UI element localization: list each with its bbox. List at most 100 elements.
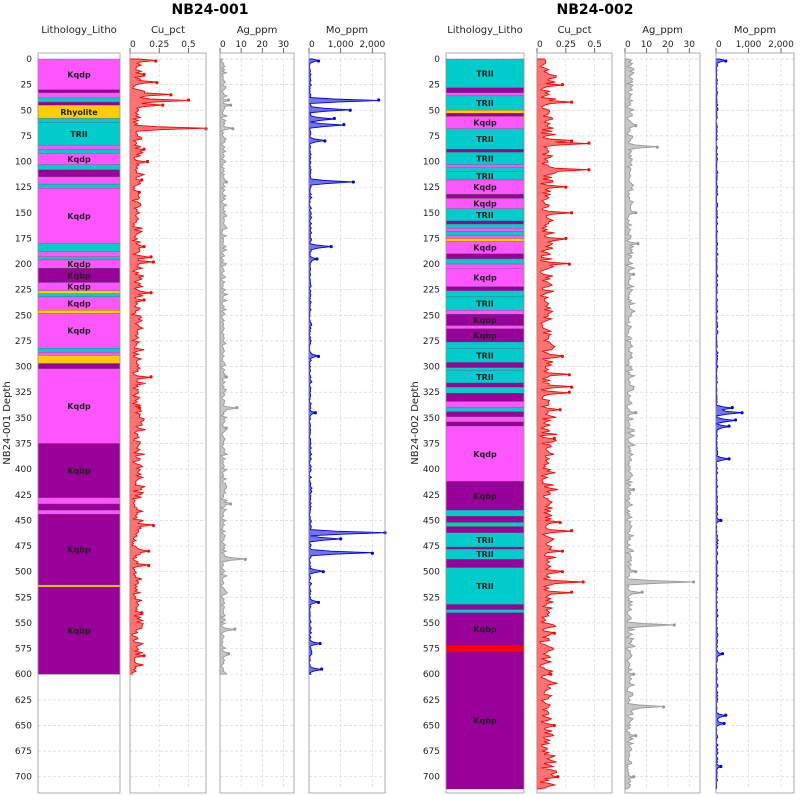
- lithology-band: [445, 609, 525, 613]
- y-tick-label: 275: [15, 337, 32, 347]
- x-tick-label: 0: [130, 40, 136, 50]
- lithology-band: [445, 604, 525, 610]
- lithology-label: Kqdp: [67, 402, 91, 411]
- data-point: [631, 672, 636, 676]
- data-point: [634, 211, 638, 215]
- y-tick-label: 150: [423, 209, 440, 219]
- lithology-label: Kqbp: [67, 467, 91, 476]
- lithology-label: Kqbp: [473, 625, 497, 634]
- y-tick-label: 375: [15, 440, 32, 450]
- data-point: [631, 272, 636, 276]
- y-tick-label: 400: [15, 465, 32, 475]
- data-point: [224, 426, 228, 430]
- x-tick-label: 0: [716, 40, 722, 50]
- y-tick-label: 150: [15, 209, 32, 219]
- y-tick-label: 575: [15, 645, 32, 655]
- lithology-band: [445, 481, 525, 511]
- lithology-band: [445, 393, 525, 402]
- data-point: [724, 713, 728, 717]
- x-tick-label: 0.25: [556, 40, 576, 50]
- lithology-band: [445, 526, 525, 533]
- lithology-band: [37, 188, 121, 244]
- track-header: Mo_ppm: [326, 25, 368, 36]
- lithology-band: [445, 194, 525, 199]
- track-header: Lithology_Litho: [41, 25, 117, 36]
- data-point: [169, 93, 173, 97]
- y-tick-label: 200: [15, 260, 32, 270]
- y-axis-label: NB24-001 Depth: [2, 381, 13, 464]
- y-tick-label: 525: [423, 593, 440, 603]
- track-cu-pct: Cu_pct 0 0.25 0.5: [129, 25, 208, 794]
- lithology-band: [445, 416, 525, 423]
- data-point: [233, 627, 237, 631]
- lithology-band: [445, 310, 525, 315]
- lithology-label: Kqdp: [67, 155, 91, 164]
- lithology-band: [37, 352, 121, 356]
- y-tick-label: 675: [423, 747, 440, 757]
- lithology-band: [445, 253, 525, 260]
- lithology-band: [445, 411, 525, 417]
- lithology-band: [445, 113, 525, 117]
- track-frame: [715, 52, 795, 794]
- lithology-band: [445, 612, 525, 646]
- track-mo-ppm: Mo_ppm 0 1,000 2,000: [308, 25, 387, 794]
- lithology-band: [445, 386, 525, 394]
- data-point: [558, 520, 562, 525]
- y-tick-label: 100: [423, 158, 440, 168]
- data-point: [740, 411, 744, 415]
- y-tick-label: 425: [423, 491, 440, 501]
- x-tick-label: 0: [309, 40, 315, 50]
- data-point: [226, 652, 231, 656]
- lithology-label: TRII: [476, 351, 494, 360]
- track-cu-pct: Cu_pct 0 0.25 0.5: [536, 25, 613, 794]
- lithology-label: TRII: [476, 211, 494, 220]
- lithology-label: Kqdp: [473, 450, 497, 459]
- y-tick-label: 125: [15, 183, 32, 193]
- lithology-label: Kqdp: [67, 260, 91, 269]
- lithology-band: [445, 546, 525, 550]
- y-tick-label: 225: [15, 286, 32, 296]
- x-tick-label: 1,000: [736, 40, 762, 50]
- lithology-label: TRII: [476, 99, 494, 108]
- x-tick-label: 0: [537, 40, 543, 50]
- data-point: [228, 502, 233, 506]
- data-point: [339, 537, 343, 541]
- lithology-band: [445, 510, 525, 517]
- lithology-band: [37, 92, 121, 99]
- data-point: [631, 775, 636, 779]
- y-tick-label: 650: [423, 721, 440, 731]
- lithology-label: TRII: [476, 536, 494, 545]
- y-tick-label: 350: [423, 414, 440, 424]
- track-header: Mo_ppm: [734, 25, 776, 36]
- data-point: [186, 98, 191, 102]
- lithology-band: [37, 443, 121, 499]
- data-point: [351, 180, 355, 184]
- track-header: Cu_pct: [151, 25, 185, 36]
- lithology-label: TRII: [476, 172, 494, 181]
- track-header: Cu_pct: [557, 25, 591, 36]
- x-tick-label: 20: [662, 40, 674, 50]
- y-tick-label: 525: [15, 593, 32, 603]
- data-point: [370, 551, 374, 555]
- data-point: [226, 98, 231, 102]
- data-point: [137, 190, 141, 194]
- lithology-label: TRII: [476, 135, 494, 144]
- y-tick-label: 200: [423, 260, 440, 270]
- data-point: [631, 488, 636, 492]
- lithology-band: [37, 510, 121, 515]
- lithology-label: Kqdp: [473, 273, 497, 282]
- lithology-band: [445, 407, 525, 412]
- data-point: [315, 257, 319, 261]
- lithology-band: [37, 313, 121, 349]
- data-point: [733, 418, 738, 422]
- y-tick-label: 175: [15, 234, 32, 244]
- y-tick-label: 550: [15, 619, 32, 629]
- data-point: [661, 705, 666, 709]
- track-frame: [37, 52, 121, 794]
- y-tick-label: 450: [423, 516, 440, 526]
- lithology-label: TRII: [476, 300, 494, 309]
- data-point: [316, 600, 321, 605]
- lithology-label: Kqbp: [473, 492, 497, 501]
- y-tick-label: 625: [15, 696, 32, 706]
- data-point: [581, 580, 585, 584]
